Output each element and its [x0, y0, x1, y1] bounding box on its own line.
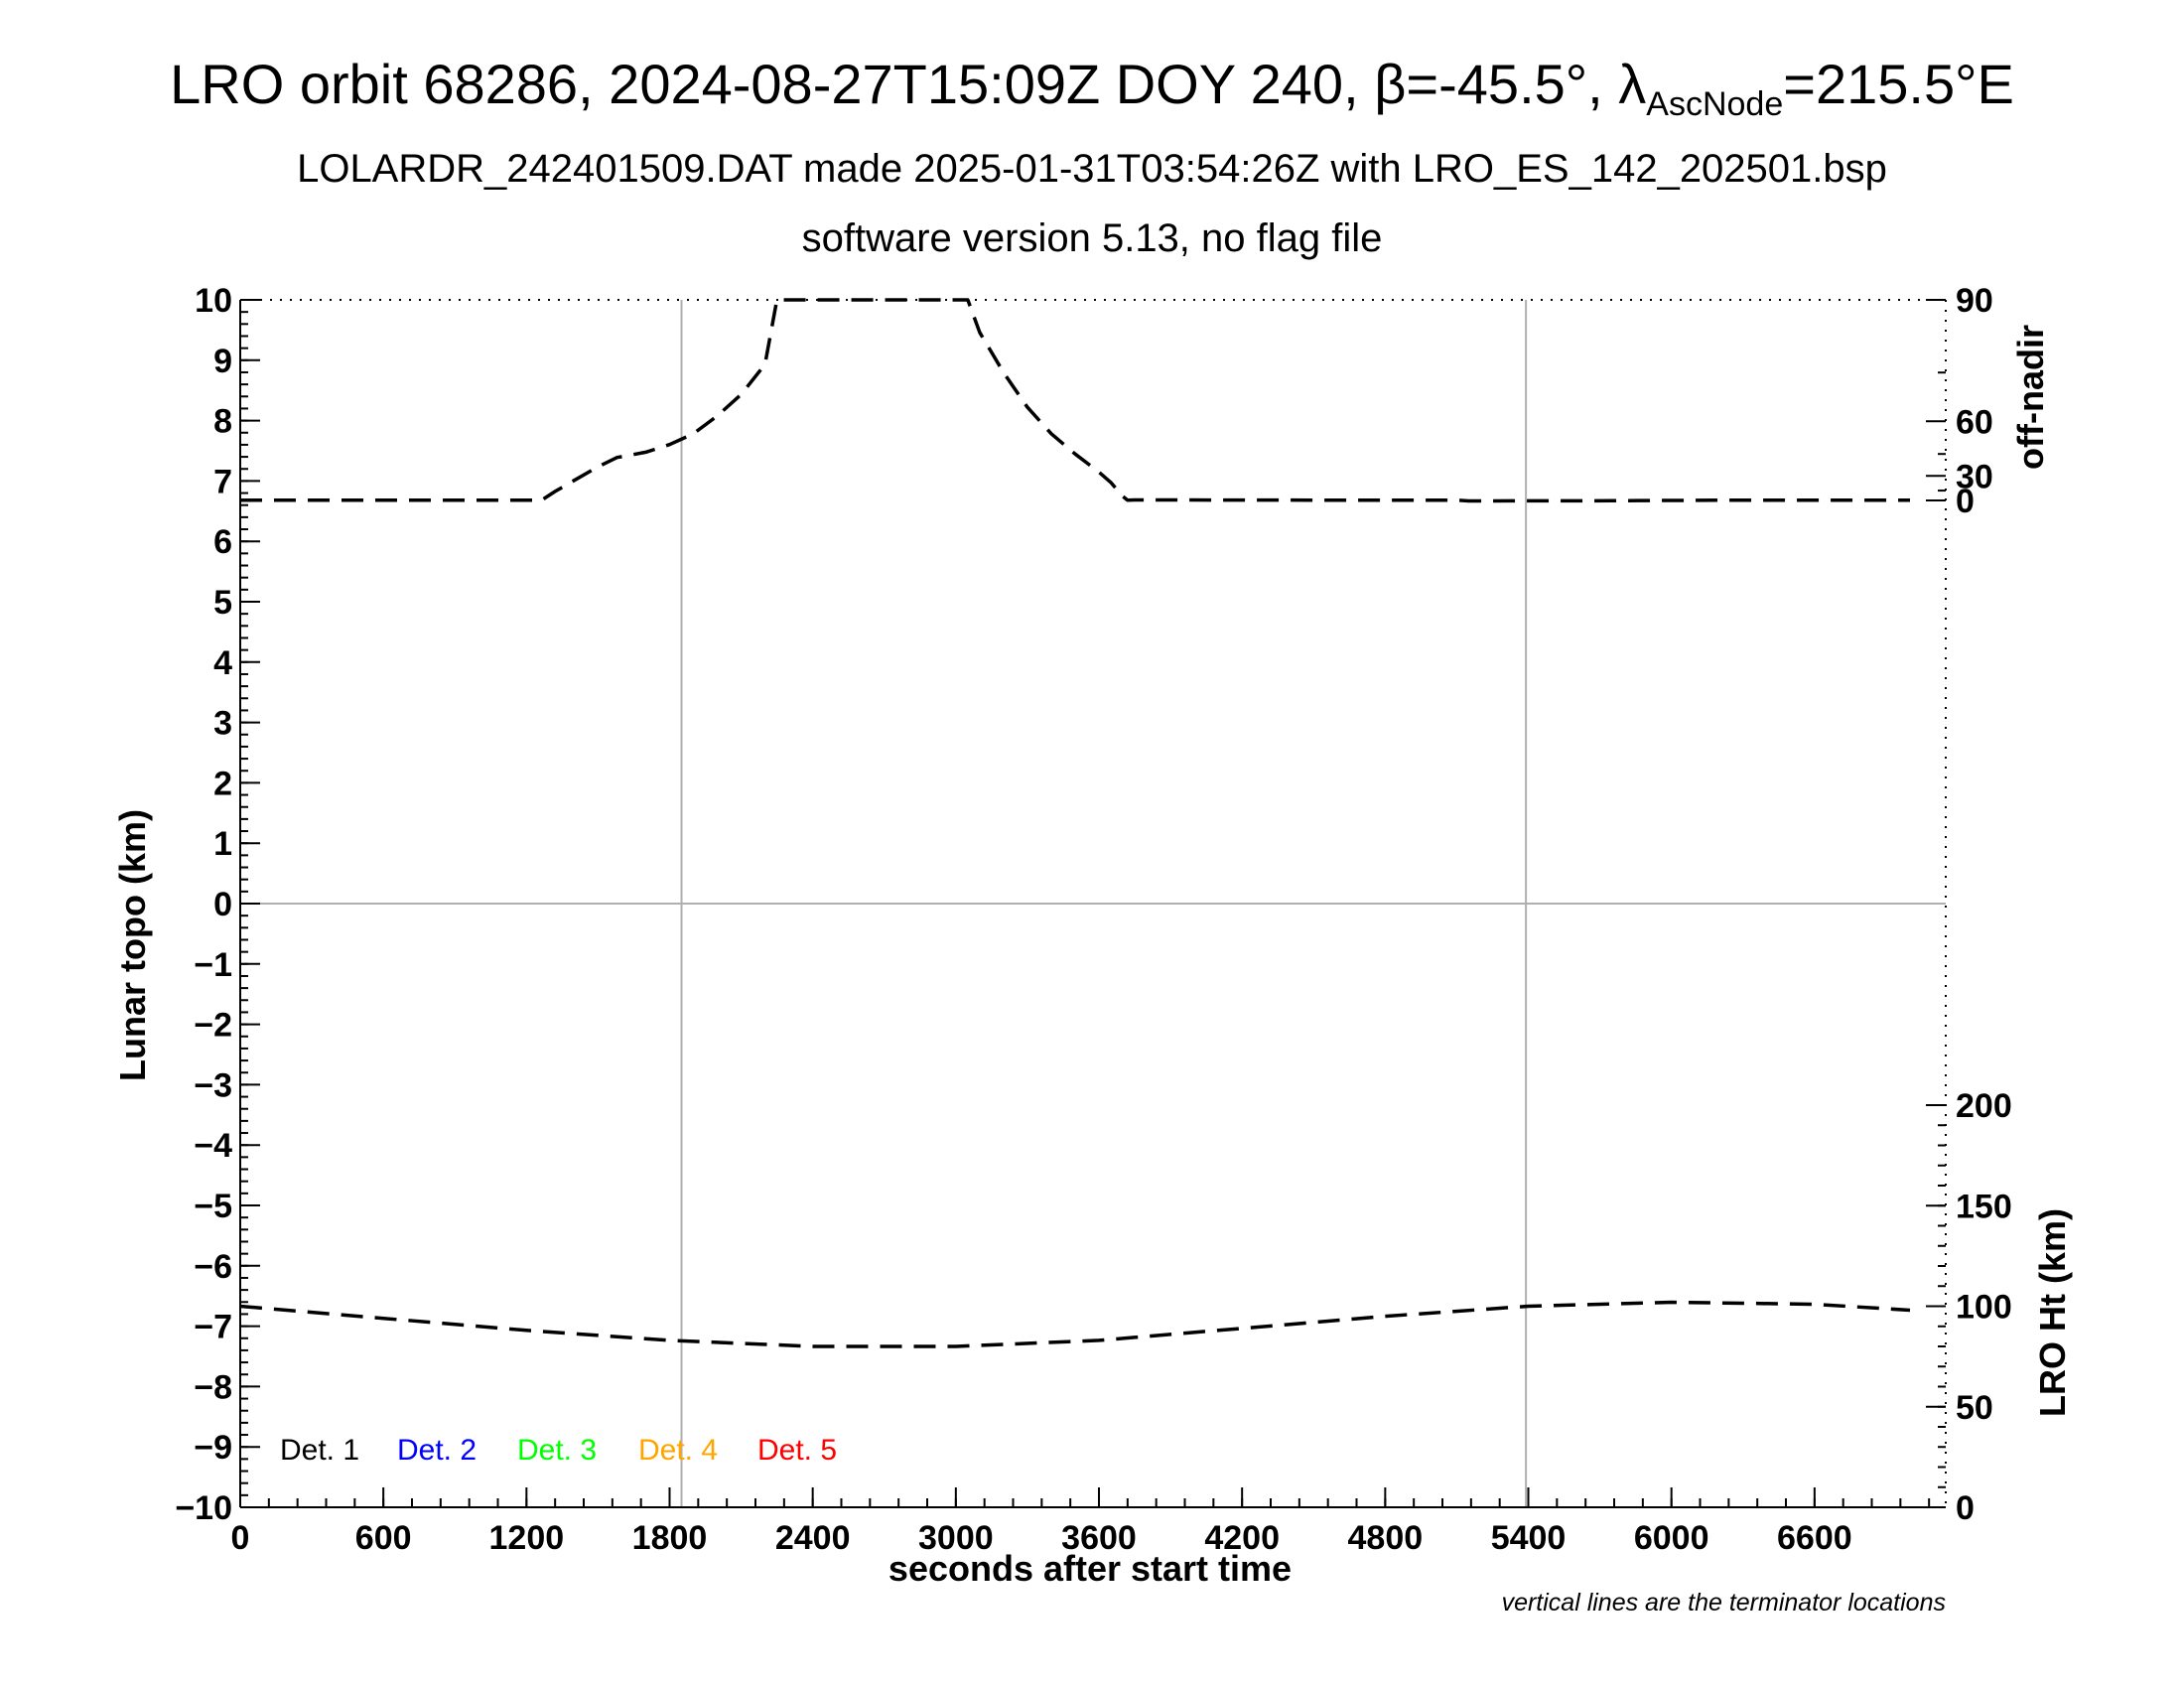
offnadir-tick-label: 60 [1956, 403, 1993, 441]
y-tick-label: 3 [213, 705, 232, 743]
x-tick-label: 0 [231, 1519, 250, 1557]
y-tick-label: 8 [213, 403, 232, 441]
x-tick-label: 600 [355, 1519, 412, 1557]
y-tick-label: 5 [213, 584, 232, 622]
chart-subtitle: LOLARDR_242401509.DAT made 2025-01-31T03… [297, 147, 1887, 191]
x-tick-label: 1200 [489, 1519, 565, 1557]
lambda-value: =215.5°E [1783, 53, 2014, 115]
y-tick-label: −8 [194, 1368, 232, 1406]
legend-item: Det. 3 [517, 1434, 597, 1467]
height-tick-label: 0 [1956, 1489, 1975, 1527]
y-tick-label: 0 [213, 886, 232, 923]
offnadir-tick-label: 30 [1956, 458, 1993, 495]
terminator-note: vertical lines are the terminator locati… [1502, 1589, 1946, 1617]
x-axis-title: seconds after start time [888, 1548, 1292, 1589]
height-tick-label: 100 [1956, 1289, 2012, 1327]
height-tick-label: 200 [1956, 1087, 2012, 1125]
y-tick-label: 9 [213, 343, 232, 380]
y-tick-label: −4 [194, 1127, 232, 1165]
y-tick-label: 7 [213, 463, 232, 500]
y-tick-label: −7 [194, 1309, 232, 1346]
y-tick-label: −2 [194, 1007, 232, 1045]
y-axis-title-height: LRO Ht (km) [2032, 1208, 2073, 1417]
axes-layer: 0 600 1200 1800 2400 3000 3600 4200 4800 5400 6000… [175, 282, 2011, 1557]
beta-symbol: β [1374, 53, 1407, 115]
height-series-line [239, 1300, 1911, 1348]
y-tick-label: 4 [213, 644, 232, 682]
offnadir-series-line [240, 298, 1910, 503]
offnadir-tick-label: 90 [1956, 282, 1993, 320]
legend-item: Det. 1 [280, 1434, 359, 1467]
y-tick-label: −5 [194, 1188, 232, 1225]
legend-item: Det. 4 [638, 1434, 718, 1467]
y-tick-label: 10 [195, 282, 232, 320]
y-tick-label: −3 [194, 1066, 232, 1104]
chart-title: LRO orbit 68286, 2024-08-27T15:09Z DOY 2… [0, 52, 2184, 124]
title-prefix: LRO orbit 68286, 2024-08-27T15:09Z DOY 2… [170, 53, 1375, 115]
lambda-symbol: λ [1618, 53, 1647, 115]
legend-item: Det. 2 [397, 1434, 477, 1467]
x-tick-label: 3000 [918, 1519, 994, 1557]
height-tick-label: 150 [1956, 1188, 2012, 1225]
x-tick-label: 1800 [632, 1519, 708, 1557]
x-tick-label: 3600 [1061, 1519, 1137, 1557]
chart-subtitle-2: software version 5.13, no flag file [801, 216, 1383, 260]
y-axis-title-left: Lunar topo (km) [112, 809, 153, 1081]
y-tick-label: −9 [194, 1429, 232, 1467]
x-tick-label: 6600 [1777, 1519, 1852, 1557]
x-tick-label: 5400 [1491, 1519, 1567, 1557]
y-tick-label: 1 [213, 825, 232, 863]
x-tick-label: 2400 [775, 1519, 851, 1557]
y-tick-label: 2 [213, 765, 232, 802]
y-tick-label: −6 [194, 1248, 232, 1286]
height-tick-label: 50 [1956, 1389, 1993, 1427]
text-layer: seconds after start time Lunar topo (km)… [112, 325, 2073, 1617]
offnadir-tick-label: 0 [1956, 483, 1975, 520]
legend: Det. 1 Det. 2 Det. 3 Det. 4 Det. 5 [280, 1434, 837, 1467]
y-tick-label: 6 [213, 523, 232, 561]
y-tick-label: −10 [175, 1489, 232, 1527]
x-tick-label: 6000 [1634, 1519, 1709, 1557]
x-tick-label: 4200 [1204, 1519, 1280, 1557]
x-tick-label: 4800 [1348, 1519, 1424, 1557]
lambda-subscript: AscNode [1646, 85, 1784, 123]
y-tick-label: −1 [194, 946, 232, 984]
legend-item: Det. 5 [757, 1434, 837, 1467]
beta-value: =-45.5°, [1406, 53, 1619, 115]
series-layer [239, 298, 1911, 1348]
y-axis-title-offnadir: off-nadir [2010, 325, 2051, 470]
